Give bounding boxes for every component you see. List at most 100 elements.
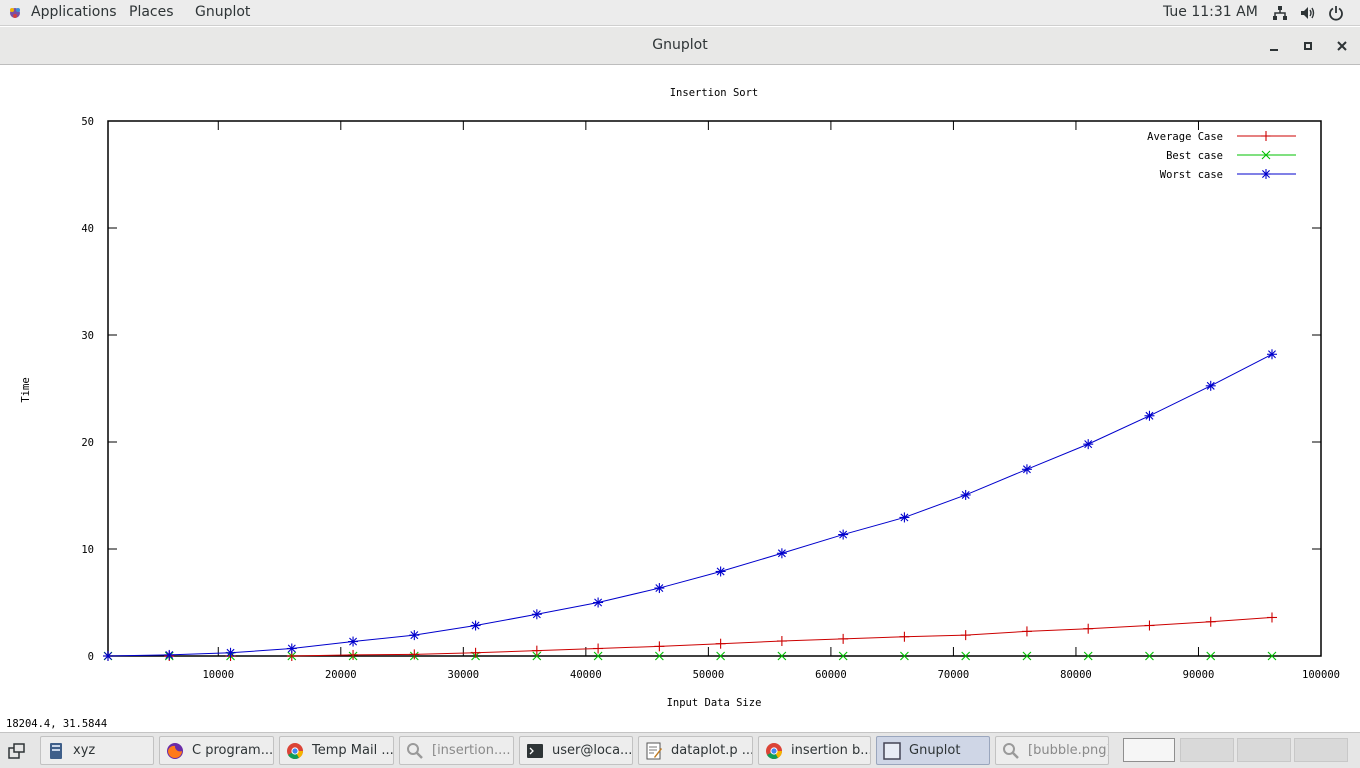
applications-icon[interactable] <box>8 6 22 20</box>
taskbar-item-label: [bubble.png] <box>1028 743 1109 758</box>
taskbar-item-label: [insertion.... <box>432 743 511 758</box>
volume-icon[interactable] <box>1300 5 1316 21</box>
taskbar-item-label: Gnuplot <box>909 743 961 758</box>
plot-series <box>103 349 1277 661</box>
x-tick-label: 100000 <box>1302 669 1340 681</box>
data-point-average-case <box>348 649 359 660</box>
taskbar-item[interactable]: [bubble.png] <box>995 736 1109 765</box>
menu-places[interactable]: Places <box>129 4 174 20</box>
data-point-best-case <box>1267 651 1277 661</box>
minimize-icon[interactable] <box>1266 38 1282 54</box>
maximize-icon[interactable] <box>1300 38 1316 54</box>
data-point-worst-case <box>654 583 665 594</box>
data-point-average-case <box>1205 616 1216 627</box>
power-icon[interactable] <box>1328 5 1344 21</box>
taskbar-item-label: insertion b... <box>791 743 871 758</box>
y-tick-label: 40 <box>81 223 94 235</box>
clock[interactable]: Tue 11:31 AM <box>1163 4 1258 20</box>
data-point-average-case <box>1021 626 1032 637</box>
show-desktop-icon[interactable] <box>8 742 26 760</box>
top-panel: Applications Places Gnuplot Tue 11:31 AM <box>0 0 1360 26</box>
menu-gnuplot[interactable]: Gnuplot <box>195 4 251 20</box>
workspace-switcher-item[interactable] <box>1294 738 1348 762</box>
taskbar: xyz C program... Temp Mail ... [insertion..… <box>0 732 1360 768</box>
data-point-worst-case <box>348 636 359 647</box>
menu-applications[interactable]: Applications <box>31 4 117 20</box>
mouse-coordinates-readout: 18204.4, 31.5844 <box>6 718 108 730</box>
taskbar-item[interactable]: user@loca... <box>519 736 633 765</box>
data-point-average-case <box>593 643 604 654</box>
chrome-icon <box>287 743 303 759</box>
data-point-worst-case <box>164 649 175 660</box>
x-tick-label: 50000 <box>693 669 725 681</box>
image-viewer-icon <box>407 743 423 759</box>
x-tick-label: 40000 <box>570 669 602 681</box>
legend-label: Best case <box>1166 150 1223 162</box>
plot-border <box>107 120 1322 657</box>
taskbar-item[interactable]: xyz <box>40 736 154 765</box>
taskbar-item[interactable]: dataplot.p ... <box>638 736 753 765</box>
legend-marker <box>1261 150 1271 160</box>
legend: Average Case Best case Worst case <box>1147 131 1296 181</box>
taskbar-item[interactable]: insertion b... <box>758 736 871 765</box>
plot-axes: 10000 20000 30000 40000 50000 60000 70000 80000… <box>81 116 1340 681</box>
data-point-average-case <box>838 633 849 644</box>
taskbar-item[interactable]: Gnuplot <box>876 736 990 765</box>
taskbar-item-label: Temp Mail ... <box>312 743 394 758</box>
workspace-switcher-item[interactable] <box>1237 738 1291 762</box>
data-point-worst-case <box>286 643 297 654</box>
data-point-best-case <box>961 651 971 661</box>
data-point-average-case <box>1144 620 1155 631</box>
data-point-worst-case <box>531 609 542 620</box>
taskbar-item-label: user@loca... <box>552 743 633 758</box>
data-point-average-case <box>960 630 971 641</box>
data-point-average-case <box>531 645 542 656</box>
data-point-worst-case <box>1144 410 1155 421</box>
data-point-best-case <box>1083 651 1093 661</box>
close-icon[interactable] <box>1334 38 1350 54</box>
gnuplot-canvas[interactable]: Insertion Sort Input Data Size Time 1000… <box>0 65 1360 718</box>
data-point-best-case <box>1145 651 1154 661</box>
data-point-best-case <box>654 651 664 661</box>
data-point-average-case <box>899 631 910 642</box>
window-titlebar[interactable]: Gnuplot <box>0 27 1360 65</box>
data-point-average-case <box>470 647 481 658</box>
data-point-worst-case <box>1205 380 1216 391</box>
taskbar-item[interactable]: C program... <box>159 736 274 765</box>
workspace-switcher-item[interactable] <box>1180 738 1234 762</box>
gnuplot-window-icon <box>883 742 901 760</box>
chart-title: Insertion Sort <box>670 87 759 99</box>
data-point-best-case <box>716 651 726 661</box>
taskbar-item[interactable]: [insertion.... <box>399 736 514 765</box>
legend-marker <box>1261 169 1271 179</box>
data-point-worst-case <box>1083 439 1094 450</box>
legend-marker <box>1261 131 1271 141</box>
data-point-average-case <box>715 638 726 649</box>
y-tick-label: 0 <box>88 651 94 663</box>
series-average-case <box>103 612 1277 661</box>
data-point-worst-case <box>715 566 726 577</box>
data-point-worst-case <box>899 512 910 523</box>
data-point-worst-case <box>225 647 236 658</box>
data-point-average-case <box>654 641 665 652</box>
y-axis-label: Time <box>20 377 32 402</box>
data-point-average-case <box>1083 623 1094 634</box>
data-point-best-case <box>593 651 603 661</box>
data-point-best-case <box>532 651 542 661</box>
data-point-best-case <box>1206 651 1216 661</box>
image-viewer-icon <box>1003 743 1019 759</box>
data-point-best-case <box>777 651 787 661</box>
taskbar-item-label: C program... <box>192 743 274 758</box>
x-tick-label: 30000 <box>448 669 480 681</box>
y-tick-label: 20 <box>81 437 94 449</box>
data-point-best-case <box>1022 651 1032 661</box>
firefox-icon <box>167 743 183 759</box>
workspace-switcher-item[interactable] <box>1123 738 1175 762</box>
data-point-worst-case <box>103 651 113 661</box>
data-point-worst-case <box>593 597 604 608</box>
taskbar-item[interactable]: Temp Mail ... <box>279 736 394 765</box>
taskbar-item-label: xyz <box>73 743 96 758</box>
data-point-worst-case <box>1266 349 1277 360</box>
data-point-average-case <box>776 636 787 647</box>
network-icon[interactable] <box>1272 5 1288 21</box>
